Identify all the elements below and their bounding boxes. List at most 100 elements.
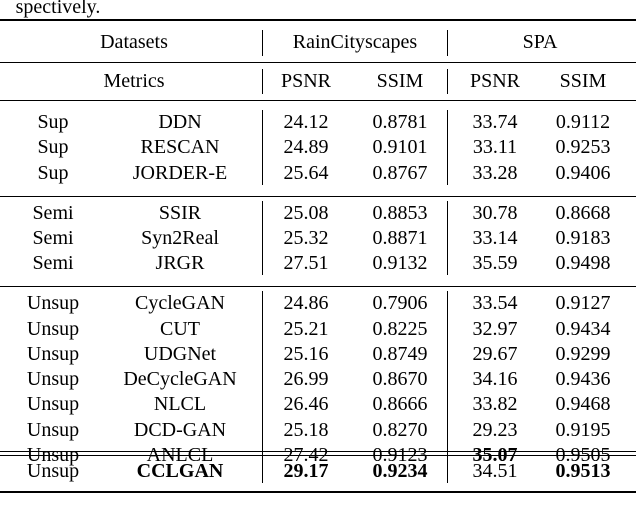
- row-label: NLCL: [153, 393, 207, 416]
- column-rule: [447, 459, 448, 484]
- metric: SSIM: [559, 70, 607, 92]
- value: 25.18: [283, 418, 329, 441]
- value: 0.9434: [555, 317, 611, 340]
- value: 0.8853: [372, 201, 428, 224]
- row-label: Unsup: [26, 342, 80, 365]
- value: 33.54: [472, 292, 518, 315]
- metrics-label: Metrics: [103, 70, 165, 92]
- column-rule: [262, 69, 263, 94]
- header-group: SPA: [522, 31, 558, 53]
- value: 0.9132: [372, 252, 428, 275]
- value: 25.08: [283, 201, 329, 224]
- row-label: Semi: [32, 252, 74, 275]
- value: 26.99: [283, 368, 329, 391]
- value: 33.11: [472, 136, 518, 159]
- value: 0.9468: [555, 393, 611, 416]
- rule: [0, 491, 636, 493]
- rule: [0, 19, 636, 21]
- value: 0.9436: [555, 368, 611, 391]
- row-label: SSIR: [158, 201, 202, 224]
- value: 27.51: [283, 252, 329, 275]
- row-label: DDN: [158, 111, 202, 133]
- row-label: CycleGAN: [135, 292, 225, 315]
- column-rule: [447, 69, 448, 94]
- value: 29.67: [472, 342, 518, 365]
- row-label: DCD-GAN: [133, 418, 227, 441]
- row-label: Semi: [32, 201, 74, 224]
- rule: [0, 62, 636, 63]
- rule: [0, 195, 636, 197]
- row-label: JRGR: [155, 252, 205, 275]
- row-label: Sup: [37, 136, 69, 159]
- value: 35.59: [472, 252, 518, 275]
- row-label: Unsup: [26, 393, 80, 416]
- column-rule: [262, 200, 263, 276]
- value: 0.9234: [372, 460, 428, 482]
- row-label: UDGNet: [143, 342, 217, 365]
- value: 0.9183: [555, 226, 611, 249]
- value: 34.51: [472, 460, 518, 482]
- metric: PSNR: [280, 70, 332, 92]
- rule: [0, 455, 636, 456]
- value: 0.9112: [555, 111, 611, 133]
- rule: [0, 286, 636, 288]
- value: 26.46: [283, 393, 329, 416]
- value: 33.74: [472, 111, 518, 133]
- value: 30.78: [472, 201, 518, 224]
- value: 0.9195: [555, 418, 611, 441]
- value: 0.8871: [372, 226, 428, 249]
- value: 25.32: [283, 226, 329, 249]
- value: 0.9101: [372, 136, 428, 159]
- row-label: Semi: [32, 226, 74, 249]
- value: 0.8749: [372, 342, 428, 365]
- rule: [0, 451, 636, 452]
- value: 0.9253: [555, 136, 611, 159]
- column-rule: [447, 291, 448, 468]
- header-group: RainCityscapes: [292, 31, 418, 53]
- value: 34.16: [472, 368, 518, 391]
- value: 25.64: [283, 161, 329, 184]
- row-label: Sup: [37, 111, 69, 133]
- value: 0.8668: [555, 201, 611, 224]
- value: 0.8781: [372, 111, 428, 133]
- column-rule: [262, 459, 263, 484]
- value: 0.9406: [555, 161, 611, 184]
- column-rule: [262, 30, 263, 56]
- value: 24.86: [283, 292, 329, 315]
- metric: PSNR: [469, 70, 521, 92]
- value: 0.8270: [372, 418, 428, 441]
- row-label: RESCAN: [140, 136, 220, 159]
- column-rule: [447, 30, 448, 56]
- row-label: Unsup: [26, 317, 80, 340]
- value: 33.28: [472, 161, 518, 184]
- caption-fragment: spectively.: [15, 0, 101, 18]
- column-rule: [262, 291, 263, 468]
- value: 0.9127: [555, 292, 611, 315]
- value: 0.9513: [555, 460, 611, 482]
- row-label: Unsup: [26, 460, 80, 482]
- metric: SSIM: [376, 70, 424, 92]
- value: 25.16: [283, 342, 329, 365]
- value: 29.17: [283, 460, 329, 482]
- row-label: Unsup: [26, 418, 80, 441]
- value: 33.82: [472, 393, 518, 416]
- row-label: JORDER-E: [132, 161, 228, 184]
- value: 33.14: [472, 226, 518, 249]
- value: 0.9498: [555, 252, 611, 275]
- row-label: Unsup: [26, 292, 80, 315]
- row-label: Unsup: [26, 368, 80, 391]
- column-rule: [447, 110, 448, 185]
- column-rule: [447, 200, 448, 276]
- value: 0.7906: [372, 292, 428, 315]
- column-rule: [262, 110, 263, 185]
- value: 0.8666: [372, 393, 428, 416]
- value: 32.97: [472, 317, 518, 340]
- header-datasets: Datasets: [100, 31, 168, 53]
- row-label: Sup: [37, 161, 69, 184]
- row-label: CCLGAN: [136, 460, 224, 482]
- value: 0.8225: [372, 317, 428, 340]
- value: 24.12: [283, 111, 329, 133]
- value: 0.9299: [555, 342, 611, 365]
- value: 0.8767: [372, 161, 428, 184]
